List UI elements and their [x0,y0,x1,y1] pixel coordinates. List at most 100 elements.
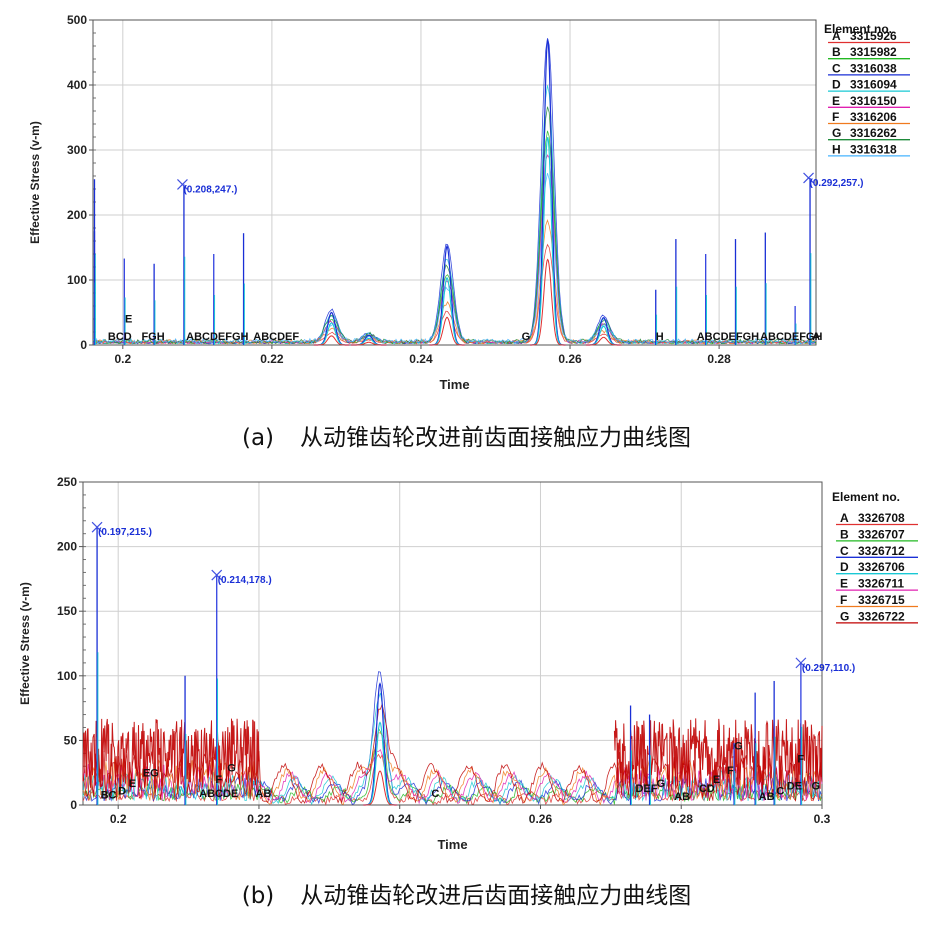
legend-label: 3326708 [858,511,905,525]
y-tick-label: 300 [67,143,87,157]
y-tick-label: 400 [67,78,87,92]
legend-key: B [832,45,841,59]
x-tick-label: 0.24 [388,812,412,826]
peak-line-tertiary [350,341,387,346]
series-marker-label: G [811,780,820,792]
peak-line-tertiary [313,335,350,346]
peak-line-tertiary [585,336,622,346]
y-axis-label: Effective Stress (v-m) [18,582,32,705]
legend-key: F [840,593,847,607]
stress-chart-b: 0 50 100 150 200 250 0.2 0.22 0.24 0.26 0.28 0.3 Tim… [18,475,918,852]
series-marker-label: G [522,331,531,343]
plot-frame [82,481,823,806]
legend-key: C [840,544,849,558]
legend-label: 3326707 [858,527,905,541]
grid-and-axes: 0 100 200 300 400 500 0.2 0.22 0.24 0.26 0.28 [67,13,817,366]
peak-marker [803,172,814,184]
legend: Element no. A 3326708 B 3326707 C 3326712 D 3326… [832,490,918,624]
legend-label: 3316150 [850,94,897,108]
y-tick-label: 150 [57,604,77,618]
legend-label: 3315926 [850,29,897,43]
peak-annotation: (0.208,247.) [183,184,237,195]
caption-tag-b: (b) [241,883,275,909]
series-marker-label: ABCDEF [253,331,299,343]
legend-key: D [840,560,849,574]
plot-area: BCDEFGH ABCDEFGH ABCDEF G H ABCDEFGH ABCDEFGHA… [92,38,863,346]
peak-line-secondary [529,137,566,346]
series-marker-label: AB [759,791,775,803]
legend-title: Element no. [832,490,900,504]
peak-annotation: (0.297,110.) [802,663,855,674]
legend-label: 3326715 [858,593,905,607]
peak-line-tertiary [363,770,397,806]
y-tick-label: 50 [64,733,78,747]
x-axis-label: Time [439,377,469,392]
series-marker-label: A [812,331,820,343]
series-marker-label: C [776,786,784,798]
series-line [92,154,816,345]
series-marker-label: EG [143,768,159,780]
peak-marker [177,179,188,190]
series-marker-label: G [227,762,236,774]
series-marker-label: AB [674,791,690,803]
peak-annotation: (0.197,215.) [98,527,152,538]
legend-label: 3316318 [850,142,897,156]
figure-caption-a: (a) 从动锥齿轮改进前齿面接触应力曲线图 [0,418,933,452]
y-axis-label: Effective Stress (v-m) [28,121,42,244]
legend-label: 3315982 [850,45,897,59]
series-line-dense [82,718,260,790]
caption-text-b: 从动锥齿轮改进后齿面接触应力曲线图 [300,883,692,909]
x-tick-label: 0.22 [260,352,284,366]
y-tick-label: 100 [67,273,87,287]
peak-marker [91,521,103,533]
x-axis-label: Time [437,837,467,852]
y-tick-label: 200 [67,208,87,222]
series-marker-label: BCD [108,331,132,343]
series-marker-label: H [656,331,664,343]
peak-marker [795,657,807,669]
legend-key: A [840,511,849,525]
x-tick-label: 0.24 [409,352,433,366]
plot-frame [92,19,817,346]
legend-label: 3316206 [850,110,897,124]
series-marker-label: ABCDEFGH [760,331,822,343]
x-tick-label: 0.26 [558,352,582,366]
y-tick-label: 200 [57,540,77,554]
chart-panel-b: 0 50 100 150 200 250 0.2 0.22 0.24 0.26 0.28 0.3 Tim… [0,470,933,870]
y-tick-label: 0 [80,338,87,352]
legend-label: 3316094 [850,78,897,92]
series-marker-label: G [734,740,743,752]
x-tick-label: 0.3 [814,812,831,826]
legend-label: 3326706 [858,560,905,574]
series-line [82,732,823,806]
series-marker-label: F [215,774,222,786]
stress-chart-a: 0 100 200 300 400 500 0.2 0.22 0.24 0.26 0.28 Time E… [28,13,910,392]
x-tick-label: 0.26 [529,812,553,826]
peak-line-tertiary [529,258,566,346]
legend-key: C [832,61,841,75]
legend-key: H [832,142,841,156]
series-marker-label: F [797,753,804,765]
series-marker-label: AB [255,788,271,800]
caption-text-a: 从动锥齿轮改进前齿面接触应力曲线图 [300,425,692,451]
peak-line-tertiary [429,316,465,346]
legend-key: B [840,527,849,541]
series-marker-label: E [129,778,136,790]
x-tick-label: 0.28 [707,352,731,366]
series-marker-label: E [713,774,720,786]
legend-key: D [832,78,841,92]
y-tick-label: 250 [57,475,77,489]
legend-key: F [832,110,839,124]
y-tick-label: 500 [67,13,87,27]
x-tick-label: 0.28 [670,812,694,826]
figure-caption-b: (b) 从动锥齿轮改进后齿面接触应力曲线图 [0,876,933,910]
legend-key: G [832,126,841,140]
legend-label: 3316262 [850,126,897,140]
series-marker-label: BC [101,790,117,802]
x-tick-label: 0.22 [247,812,271,826]
series-line [92,219,817,345]
series-line [92,172,817,345]
legend-key: E [840,577,848,591]
series-marker-label: FGH [141,331,164,343]
